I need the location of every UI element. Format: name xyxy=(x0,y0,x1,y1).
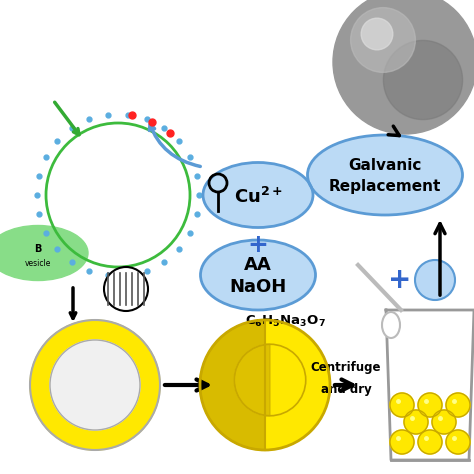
Circle shape xyxy=(404,410,428,434)
Circle shape xyxy=(333,0,474,134)
Text: +: + xyxy=(388,266,412,294)
Circle shape xyxy=(446,393,470,417)
Text: AA: AA xyxy=(244,256,272,274)
Circle shape xyxy=(418,430,442,454)
Circle shape xyxy=(390,430,414,454)
Text: B: B xyxy=(34,244,42,254)
Wedge shape xyxy=(200,320,265,450)
Circle shape xyxy=(418,393,442,417)
Text: $\mathbf{C_6H_5Na_3O_7}$: $\mathbf{C_6H_5Na_3O_7}$ xyxy=(245,314,325,329)
Circle shape xyxy=(351,8,415,73)
Wedge shape xyxy=(234,344,270,416)
Text: $\mathbf{Cu^{2+}}$: $\mathbf{Cu^{2+}}$ xyxy=(234,187,283,207)
Circle shape xyxy=(390,393,414,417)
Ellipse shape xyxy=(382,312,400,338)
Text: Centrifuge: Centrifuge xyxy=(311,361,381,374)
Circle shape xyxy=(361,18,393,50)
Text: +: + xyxy=(247,233,268,257)
Ellipse shape xyxy=(201,240,316,310)
Text: Galvanic: Galvanic xyxy=(348,157,422,173)
Ellipse shape xyxy=(203,163,313,228)
Circle shape xyxy=(415,260,455,300)
Ellipse shape xyxy=(308,135,463,215)
Circle shape xyxy=(104,267,148,311)
Circle shape xyxy=(383,40,463,119)
Circle shape xyxy=(446,430,470,454)
Polygon shape xyxy=(386,310,474,460)
Circle shape xyxy=(200,320,330,450)
Ellipse shape xyxy=(0,226,88,281)
Circle shape xyxy=(50,340,140,430)
Text: vesicle: vesicle xyxy=(25,258,51,267)
Circle shape xyxy=(30,320,160,450)
Circle shape xyxy=(432,410,456,434)
Text: NaOH: NaOH xyxy=(229,278,287,296)
Circle shape xyxy=(234,344,306,416)
Text: and dry: and dry xyxy=(320,383,371,396)
Text: Replacement: Replacement xyxy=(329,180,441,194)
